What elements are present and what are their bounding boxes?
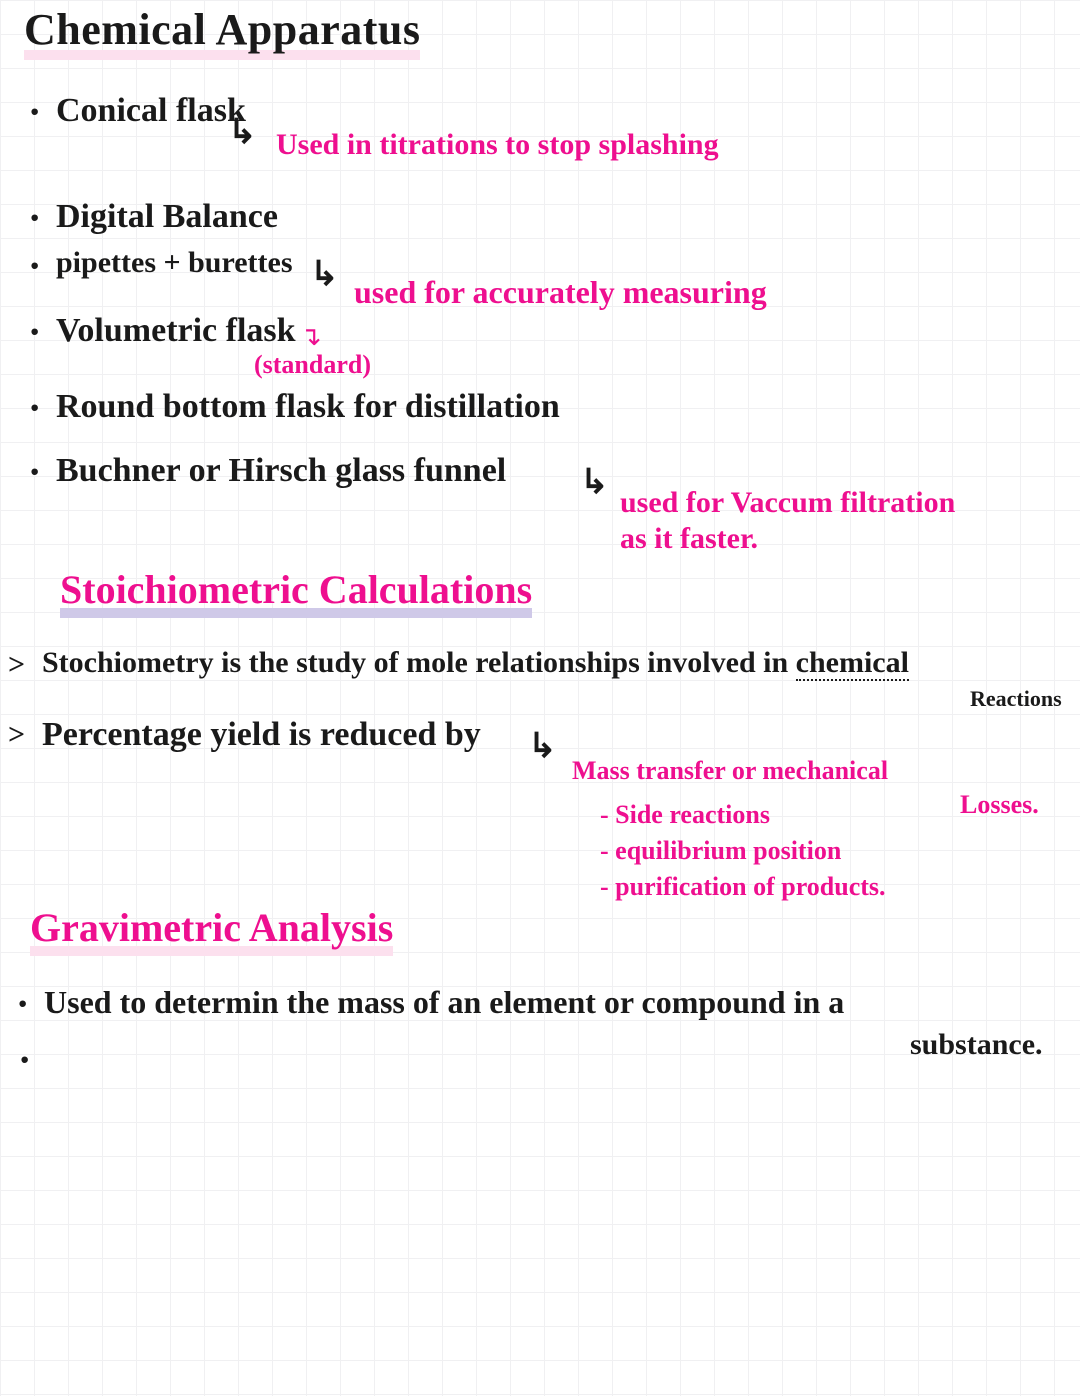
yield-note-head: Mass transfer or mechanical xyxy=(572,756,888,786)
item-round-bottom: Round bottom flask for distillation xyxy=(56,388,560,426)
section1-title: Chemical Apparatus xyxy=(24,10,420,60)
point-gravimetric: Used to determin the mass of an element … xyxy=(44,984,844,1021)
yield-note-b2: - equilibrium position xyxy=(600,836,841,866)
point-stoich-def: Stochiometry is the study of mole relati… xyxy=(42,646,909,680)
point-stoich-def-tail: chemical xyxy=(796,646,909,681)
point-stoich-def-main: Stochiometry is the study of mole relati… xyxy=(42,646,788,679)
item-pipettes-burettes: pipettes + burettes xyxy=(56,246,293,280)
item-buchner-hirsch: Buchner or Hirsch glass funnel xyxy=(56,452,506,490)
yield-note-b3: - purification of products. xyxy=(600,872,886,902)
note-conical-flask: Used in titrations to stop splashing xyxy=(276,128,719,162)
point-stoich-def-tail2: Reactions xyxy=(970,686,1062,712)
point-gravimetric-tail: substance. xyxy=(910,1028,1043,1062)
yield-note-b1: - Side reactions xyxy=(600,800,770,830)
item-digital-balance: Digital Balance xyxy=(56,198,278,236)
point-yield: Percentage yield is reduced by xyxy=(42,716,481,754)
note-buchner-2: as it faster. xyxy=(620,522,758,556)
down-hook-icon: ↴ xyxy=(300,322,322,352)
yield-note-head-tail: Losses. xyxy=(960,790,1039,820)
item-volumetric-flask: Volumetric flask xyxy=(56,312,296,350)
section3-title: Gravimetric Analysis xyxy=(30,910,393,956)
elbow-arrow-icon: ↳ xyxy=(228,112,257,152)
elbow-arrow-icon: ↳ xyxy=(528,726,557,766)
section2-title: Stoichiometric Calculations xyxy=(60,572,532,618)
note-pipettes: used for accurately measuring xyxy=(354,274,767,311)
note-buchner-1: used for Vaccum filtration xyxy=(620,486,955,520)
elbow-arrow-icon: ↳ xyxy=(310,254,339,294)
empty-bullet: · xyxy=(18,1036,31,1083)
item-conical-flask: Conical flask xyxy=(56,92,246,130)
tag-standard: (standard) xyxy=(254,350,371,380)
elbow-arrow-icon: ↳ xyxy=(580,462,609,502)
